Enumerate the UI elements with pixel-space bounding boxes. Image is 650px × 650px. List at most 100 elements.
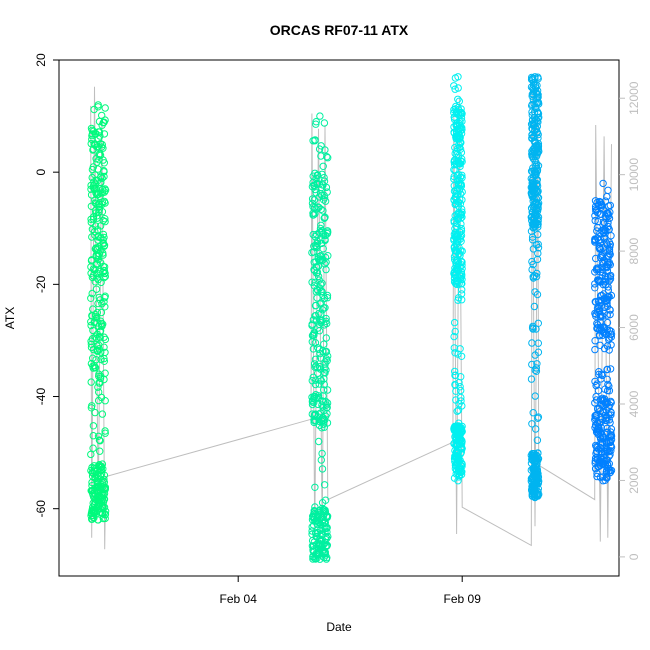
data-point bbox=[87, 509, 96, 518]
data-point bbox=[323, 188, 331, 196]
data-point bbox=[606, 365, 615, 373]
data-point bbox=[310, 398, 318, 407]
data-point bbox=[593, 453, 601, 461]
data-point bbox=[458, 286, 466, 294]
data-point bbox=[530, 108, 539, 116]
data-point bbox=[96, 437, 104, 445]
x-axis-label: Date bbox=[326, 620, 352, 634]
y-tick-label: -60 bbox=[34, 500, 48, 518]
data-point bbox=[314, 324, 322, 332]
data-point bbox=[451, 452, 460, 460]
data-point bbox=[606, 208, 614, 216]
data-point bbox=[91, 245, 100, 253]
data-point bbox=[324, 154, 332, 162]
data-point bbox=[530, 302, 539, 311]
data-point bbox=[315, 506, 323, 515]
data-point bbox=[88, 256, 96, 264]
data-point bbox=[93, 308, 102, 317]
data-point bbox=[94, 432, 103, 440]
data-point bbox=[601, 411, 609, 420]
series-RF11 bbox=[591, 179, 616, 485]
data-point bbox=[592, 421, 600, 430]
data-point bbox=[311, 241, 320, 250]
data-point bbox=[98, 111, 106, 120]
data-point bbox=[311, 355, 320, 363]
data-point bbox=[598, 438, 607, 447]
data-point bbox=[594, 430, 602, 439]
data-point bbox=[530, 272, 539, 280]
data-point bbox=[452, 257, 460, 265]
data-point bbox=[454, 135, 462, 143]
data-point bbox=[100, 188, 109, 196]
data-point bbox=[458, 117, 466, 126]
data-point bbox=[91, 141, 99, 150]
data-point bbox=[321, 304, 329, 312]
data-point bbox=[310, 242, 318, 250]
data-point bbox=[87, 202, 96, 211]
data-point bbox=[595, 277, 603, 285]
data-point bbox=[322, 334, 330, 342]
data-point bbox=[101, 269, 109, 278]
data-point bbox=[320, 518, 329, 526]
data-point bbox=[533, 201, 542, 210]
data-point bbox=[532, 162, 540, 171]
data-point bbox=[101, 104, 109, 112]
data-point bbox=[94, 128, 103, 136]
data-point bbox=[599, 179, 607, 188]
data-point bbox=[595, 326, 604, 334]
data-point bbox=[530, 477, 538, 485]
data-point bbox=[88, 335, 97, 343]
data-point bbox=[593, 198, 601, 207]
data-point bbox=[606, 438, 615, 446]
data-point bbox=[455, 97, 463, 105]
data-point bbox=[318, 287, 326, 296]
data-point bbox=[598, 396, 606, 405]
data-point bbox=[533, 108, 542, 116]
data-point bbox=[321, 235, 329, 244]
data-point bbox=[100, 233, 108, 242]
axes: 20 0 -20 -40 -60 0 2000 4000 6000 8000 10000 12000 F… bbox=[34, 53, 641, 606]
data-point bbox=[600, 434, 608, 442]
data-point bbox=[601, 272, 610, 280]
chart-title: ORCAS RF07-11 ATX bbox=[270, 22, 409, 38]
data-point bbox=[607, 397, 615, 406]
data-point bbox=[529, 260, 537, 269]
data-point bbox=[455, 151, 463, 160]
data-point bbox=[91, 222, 100, 230]
data-point bbox=[534, 348, 543, 356]
data-point bbox=[530, 121, 538, 130]
data-point bbox=[93, 143, 101, 151]
data-point bbox=[534, 230, 542, 239]
data-point bbox=[599, 331, 607, 339]
data-point bbox=[452, 466, 461, 474]
data-point bbox=[603, 460, 612, 469]
data-point bbox=[317, 536, 325, 544]
data-point bbox=[315, 228, 324, 236]
data-point bbox=[528, 131, 536, 140]
data-point bbox=[455, 176, 463, 184]
data-point bbox=[591, 399, 599, 407]
data-point bbox=[93, 347, 102, 355]
data-point bbox=[321, 538, 329, 547]
data-point bbox=[453, 132, 461, 140]
data-point bbox=[91, 206, 100, 215]
data-point bbox=[93, 334, 101, 343]
data-point bbox=[591, 411, 600, 420]
data-point bbox=[310, 507, 319, 515]
data-point bbox=[595, 404, 604, 413]
data-point bbox=[606, 306, 614, 314]
data-point bbox=[318, 397, 326, 405]
data-point bbox=[319, 207, 327, 215]
data-point bbox=[99, 268, 107, 276]
series-RF10 bbox=[527, 73, 543, 502]
data-point bbox=[607, 327, 615, 335]
y-tick-label: -20 bbox=[34, 275, 48, 293]
data-point bbox=[457, 220, 465, 228]
data-point bbox=[453, 235, 462, 243]
data-point bbox=[451, 349, 459, 357]
data-point bbox=[317, 142, 325, 150]
data-point bbox=[100, 475, 108, 483]
data-point bbox=[531, 471, 540, 480]
data-point bbox=[87, 215, 95, 224]
data-point bbox=[454, 95, 462, 104]
